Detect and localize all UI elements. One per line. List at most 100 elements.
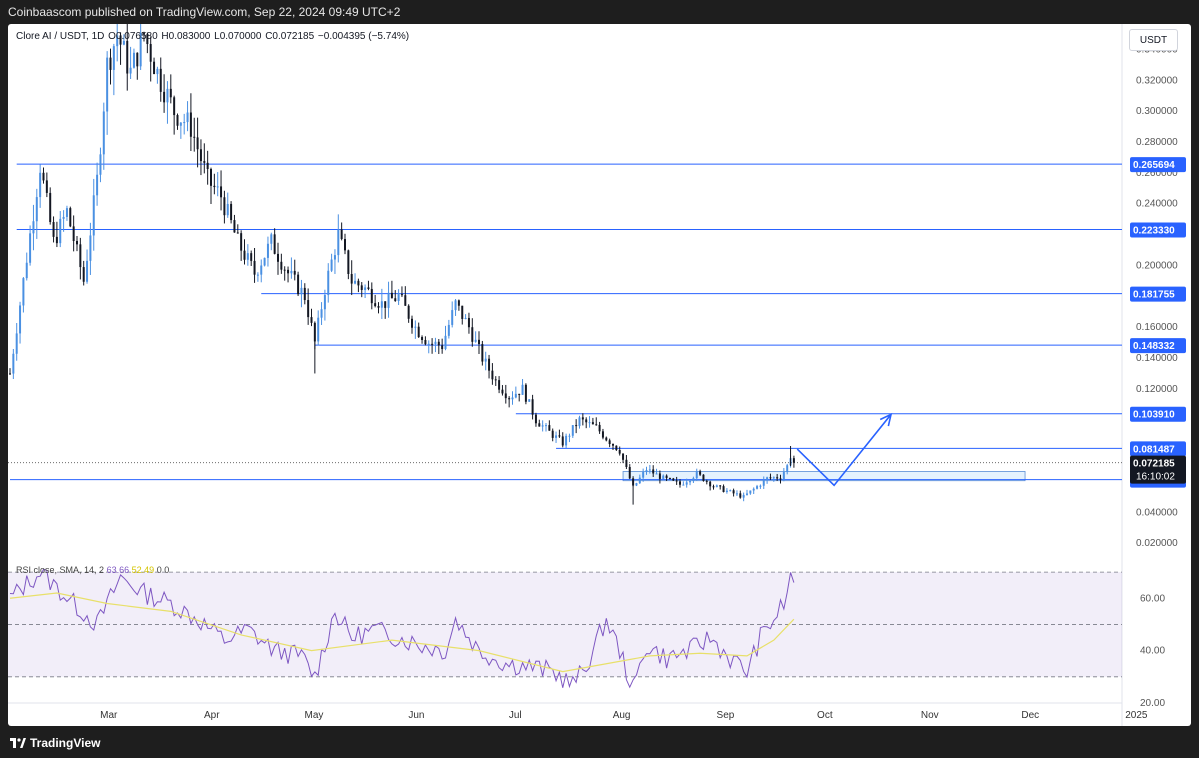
candle-body[interactable] <box>504 393 507 399</box>
candle-body[interactable] <box>719 485 722 487</box>
candle-body[interactable] <box>679 481 681 485</box>
candle-body[interactable] <box>498 380 501 390</box>
candle-body[interactable] <box>109 57 112 70</box>
rsi-line[interactable] <box>9 568 795 689</box>
candle-body[interactable] <box>756 486 759 489</box>
candle-body[interactable] <box>548 425 551 431</box>
candle-body[interactable] <box>49 192 52 223</box>
candle-body[interactable] <box>782 472 785 480</box>
candle-body[interactable] <box>273 234 276 254</box>
candle-body[interactable] <box>749 490 752 494</box>
candle-body[interactable] <box>786 465 789 473</box>
candle-body[interactable] <box>585 419 588 423</box>
candle-body[interactable] <box>427 343 430 345</box>
candle-body[interactable] <box>173 97 176 116</box>
candle-body[interactable] <box>122 40 125 45</box>
candle-body[interactable] <box>752 488 755 491</box>
candle-body[interactable] <box>300 287 303 295</box>
candle-body[interactable] <box>35 197 38 222</box>
candle-body[interactable] <box>407 305 410 319</box>
rsi-sma-line[interactable] <box>9 592 795 673</box>
candle-body[interactable] <box>588 422 591 424</box>
candle-body[interactable] <box>481 344 484 362</box>
candle-body[interactable] <box>303 287 306 301</box>
candle-body[interactable] <box>571 425 574 436</box>
candle-body[interactable] <box>280 261 283 270</box>
candle-body[interactable] <box>179 122 182 126</box>
candle-body[interactable] <box>250 253 253 261</box>
candle-body[interactable] <box>350 273 353 284</box>
candle-body[interactable] <box>565 435 568 446</box>
candle-body[interactable] <box>742 494 745 498</box>
candle-body[interactable] <box>581 417 584 420</box>
candle-body[interactable] <box>712 486 715 488</box>
candle-body[interactable] <box>102 111 105 155</box>
candle-body[interactable] <box>759 485 762 487</box>
candle-body[interactable] <box>642 472 645 478</box>
candle-body[interactable] <box>323 295 326 310</box>
candle-body[interactable] <box>545 425 547 427</box>
candle-body[interactable] <box>772 477 775 479</box>
candle-body[interactable] <box>467 317 470 328</box>
candle-body[interactable] <box>488 358 491 371</box>
candle-body[interactable] <box>404 295 407 306</box>
candle-body[interactable] <box>625 459 628 467</box>
candle-body[interactable] <box>307 300 310 318</box>
candle-body[interactable] <box>732 490 735 494</box>
candle-body[interactable] <box>266 243 269 258</box>
candle-body[interactable] <box>417 326 420 338</box>
candle-body[interactable] <box>715 485 718 487</box>
candle-body[interactable] <box>441 345 444 350</box>
candle-body[interactable] <box>193 136 196 138</box>
candle-body[interactable] <box>223 197 226 216</box>
candle-body[interactable] <box>655 473 658 475</box>
candle-body[interactable] <box>531 399 534 415</box>
candle-body[interactable] <box>447 324 450 336</box>
candle-body[interactable] <box>340 229 343 240</box>
candle-body[interactable] <box>283 269 286 271</box>
candle-body[interactable] <box>384 301 387 308</box>
candle-body[interactable] <box>243 250 246 260</box>
candle-body[interactable] <box>558 435 561 437</box>
candle-body[interactable] <box>62 216 65 219</box>
candle-body[interactable] <box>206 162 209 170</box>
candle-body[interactable] <box>665 475 668 479</box>
candle-body[interactable] <box>320 309 323 318</box>
candle-body[interactable] <box>203 161 206 163</box>
candle-body[interactable] <box>12 353 15 374</box>
candle-body[interactable] <box>106 57 109 112</box>
candle-body[interactable] <box>568 435 571 437</box>
candle-body[interactable] <box>672 478 675 481</box>
candle-body[interactable] <box>213 185 216 188</box>
candle-body[interactable] <box>132 52 135 68</box>
candle-body[interactable] <box>735 493 738 495</box>
candle-body[interactable] <box>76 240 78 245</box>
candle-body[interactable] <box>146 34 149 45</box>
candle-body[interactable] <box>431 343 434 345</box>
candle-body[interactable] <box>729 490 732 492</box>
candle-body[interactable] <box>645 470 648 473</box>
candle-body[interactable] <box>689 480 692 483</box>
candle-body[interactable] <box>69 208 72 227</box>
candle-body[interactable] <box>143 33 145 35</box>
projection-path[interactable] <box>796 413 892 487</box>
candle-body[interactable] <box>196 137 199 150</box>
rsi-name[interactable]: RSI <box>16 565 32 575</box>
candle-body[interactable] <box>474 339 477 342</box>
candle-body[interactable] <box>357 280 360 286</box>
candle-body[interactable] <box>364 287 367 290</box>
candle-body[interactable] <box>15 333 18 354</box>
candle-body[interactable] <box>277 253 279 262</box>
candle-body[interactable] <box>169 88 172 98</box>
candle-body[interactable] <box>210 169 212 186</box>
candle-body[interactable] <box>39 172 42 198</box>
candle-body[interactable] <box>220 186 223 198</box>
candle-body[interactable] <box>330 259 333 271</box>
candle-body[interactable] <box>290 270 293 274</box>
candle-body[interactable] <box>538 423 541 427</box>
candle-body[interactable] <box>9 373 11 375</box>
candle-body[interactable] <box>19 305 22 334</box>
candle-body[interactable] <box>528 399 531 402</box>
candle-body[interactable] <box>153 61 156 75</box>
candle-body[interactable] <box>648 469 651 471</box>
